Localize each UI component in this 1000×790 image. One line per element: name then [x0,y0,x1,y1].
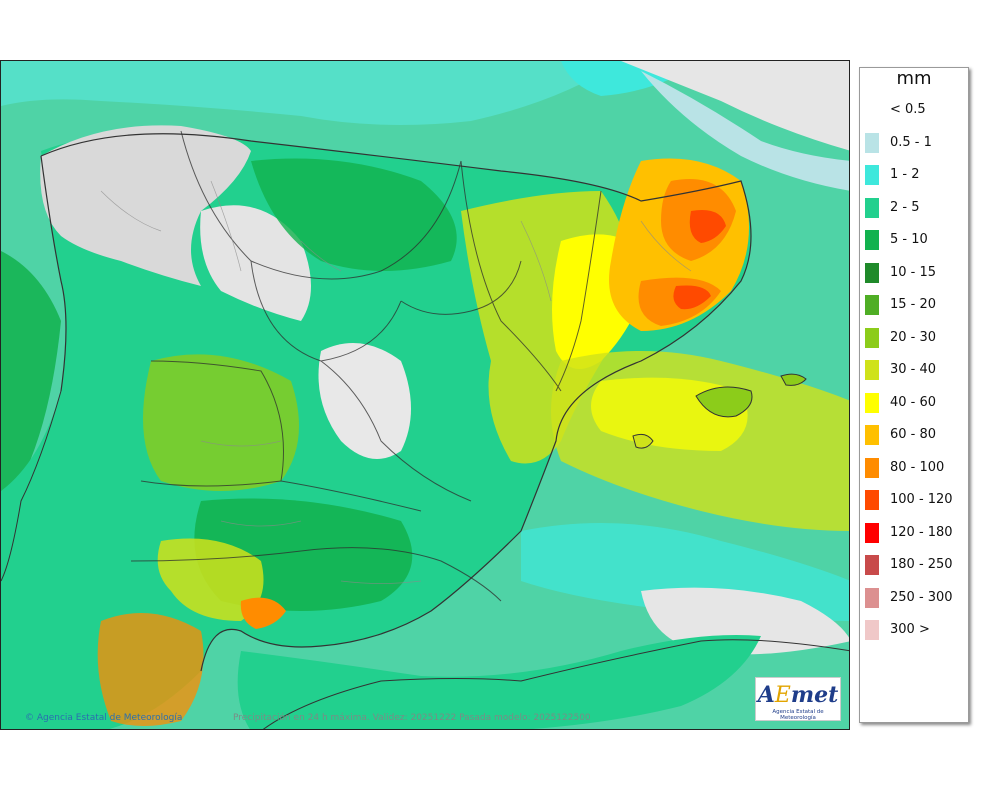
mallorca [695,386,753,418]
legend-label: 120 - 180 [890,524,953,540]
coastline [40,133,752,672]
legend-label: 0.5 - 1 [890,134,932,150]
legend-label: 15 - 20 [890,297,937,312]
legend-swatch [865,457,879,478]
legend-swatch [865,555,879,575]
precipitation-legend: mm < 0.5 0.5 - 1 1 - 2 2 - 5 5 - 10 10 - 15 15… [859,67,969,723]
legend-swatch [865,327,879,348]
northeast-dry [621,61,849,151]
ibiza [632,433,654,449]
legend-row: 30 - 40 [860,358,968,382]
legend-swatch [865,262,879,283]
legend-label: 2 - 5 [890,199,920,215]
legend-label: 5 - 10 [890,232,928,247]
legend-label: 30 - 40 [890,362,937,377]
legend-swatch [865,522,879,543]
legend-swatch [865,197,879,218]
legend-unit: mm [896,68,932,89]
legend-swatch [865,165,879,185]
legend-swatch [865,490,879,510]
map-caption: Precipitación en 24 h máxima. Validez: 2… [233,713,591,723]
legend-swatch [865,100,879,120]
legend-swatch [865,295,879,315]
legend-row: 0.5 - 1 [860,131,968,155]
legend-swatch [865,425,879,445]
legend-label: 10 - 15 [890,264,937,280]
menorca [780,373,807,386]
legend-row: 2 - 5 [860,196,968,220]
legend-swatch [865,360,879,380]
africa-coast [262,639,849,729]
galicia-dry [40,125,251,286]
legend-label: 1 - 2 [890,167,920,182]
legend-row: < 0.5 [860,98,968,122]
precipitation-map[interactable]: © Agencia Estatal de Meteorología Precip… [0,60,850,730]
legend-row: 10 - 15 [860,261,968,285]
legend-label: 180 - 250 [890,557,953,572]
legend-label: 20 - 30 [890,329,937,345]
legend-swatch [865,620,879,640]
legend-swatch [865,587,879,608]
gulf-cadiz-max [97,613,204,726]
legend-label: 300 > [890,622,930,637]
legend-swatch [865,132,879,153]
legend-row: 60 - 80 [860,423,968,447]
legend-label: 60 - 80 [890,427,937,442]
legend-row: 250 - 300 [860,586,968,610]
legend-row: 40 - 60 [860,391,968,415]
legend-row: 120 - 180 [860,521,968,545]
legend-swatch [865,392,879,413]
legend-row: 15 - 20 [860,293,968,317]
legend-row: 100 - 120 [860,488,968,512]
aemet-logo[interactable]: AEmet Agencia Estatal de Meteorología [755,677,841,721]
region-borders [130,130,602,602]
legend-label: 250 - 300 [890,589,953,605]
copyright-credit: © Agencia Estatal de Meteorología [25,713,183,723]
logo-mark: AEmet [757,682,839,708]
legend-row: 180 - 250 [860,553,968,577]
map-canvas [1,61,849,729]
legend-row: 5 - 10 [860,228,968,252]
madrid-dry [318,343,411,459]
province-borders [100,180,692,584]
logo-subtitle: Agencia Estatal de Meteorología [772,709,824,721]
legend-row: 80 - 100 [860,456,968,480]
legend-label: 100 - 120 [890,492,953,507]
legend-label: 40 - 60 [890,394,937,410]
legend-row: 300 > [860,618,968,642]
north-sea-band [1,61,621,125]
legend-label: 80 - 100 [890,459,945,475]
legend-row: 20 - 30 [860,326,968,350]
legend-row: 1 - 2 [860,163,968,187]
legend-label: < 0.5 [890,102,926,117]
legend-swatch [865,230,879,250]
